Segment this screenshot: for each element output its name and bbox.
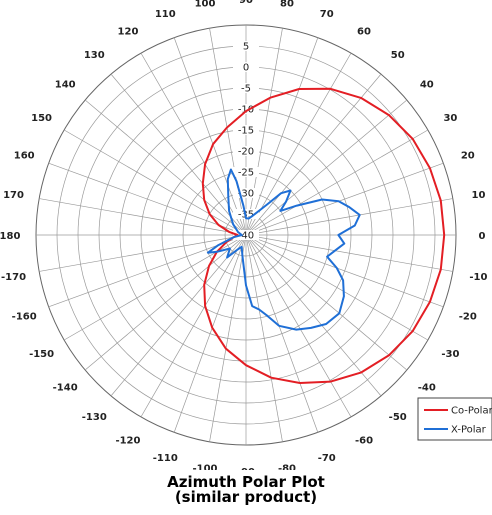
grid-spoke xyxy=(245,234,408,371)
grid-spoke xyxy=(209,234,247,442)
angle-tick-label: -60 xyxy=(355,435,373,446)
angle-tick-label: -90 xyxy=(237,467,255,470)
angle-tick-label: -150 xyxy=(29,349,54,360)
grid-spoke xyxy=(245,129,429,236)
caption-subtitle: (similar product) xyxy=(174,488,318,506)
grid-spoke xyxy=(245,234,319,433)
angle-tick-label: 100 xyxy=(195,0,216,10)
series-co-polar-trace xyxy=(201,87,446,384)
radial-label-bg xyxy=(233,41,259,51)
angle-tick-label: -20 xyxy=(459,312,477,323)
grid-spoke xyxy=(63,129,247,236)
grid-spoke xyxy=(48,162,247,236)
radial-tick-label: -20 xyxy=(238,147,254,158)
grid-spoke xyxy=(173,37,247,236)
angle-tick-label: -30 xyxy=(441,349,459,360)
grid-spoke xyxy=(209,28,247,236)
grid-spoke xyxy=(245,37,319,236)
radial-tick-label: 0 xyxy=(243,63,249,74)
grid-spoke xyxy=(84,99,247,236)
angle-tick-label: 80 xyxy=(280,0,294,10)
grid-spoke xyxy=(39,234,247,272)
angle-tick-label: 60 xyxy=(357,27,371,38)
angle-tick-label: 130 xyxy=(84,50,105,61)
angle-tick-label: 180 xyxy=(0,231,20,242)
data-series xyxy=(201,87,446,384)
radial-label-bg xyxy=(233,125,259,135)
radial-label-bg xyxy=(233,230,259,240)
angle-tick-label: -80 xyxy=(278,463,296,470)
grid-spoke xyxy=(245,234,283,442)
angle-tick-label: 70 xyxy=(320,9,334,20)
radial-label-bg xyxy=(233,62,259,72)
grid-spoke xyxy=(39,198,247,236)
angle-tick-label: 90 xyxy=(239,0,253,6)
radial-label-bg xyxy=(233,146,259,156)
angle-tick-labels: 0102030405060708090100110120130140150160… xyxy=(0,0,488,470)
grid-spoke xyxy=(110,73,247,236)
legend-entry-label: X-Polar xyxy=(451,425,487,436)
radial-tick-label: -15 xyxy=(238,126,254,137)
grid-spoke xyxy=(245,52,352,236)
angle-tick-label: 170 xyxy=(3,190,24,201)
grid-spoke xyxy=(245,198,453,236)
legend: Co-Polar X-Polar xyxy=(417,397,492,441)
angle-tick-label: 30 xyxy=(443,113,457,124)
grid-spoke xyxy=(110,234,247,397)
angle-tick-label: 40 xyxy=(420,79,434,90)
grid-spoke xyxy=(84,234,247,371)
radial-tick-label: -30 xyxy=(238,189,254,200)
grid-spoke xyxy=(173,234,247,433)
angle-tick-label: -50 xyxy=(389,412,407,423)
caption-title: Azimuth Polar Plot xyxy=(167,473,325,491)
angle-tick-label: 120 xyxy=(118,27,139,38)
angle-tick-label: 160 xyxy=(14,150,35,161)
grid-spoke xyxy=(245,99,408,236)
grid-spoke xyxy=(245,234,444,308)
angle-tick-label: -160 xyxy=(12,312,37,323)
grid-spoke xyxy=(245,234,382,397)
angle-tick-label: 110 xyxy=(155,9,176,20)
radial-tick-label: -25 xyxy=(238,168,254,179)
angle-tick-label: 20 xyxy=(461,150,475,161)
angle-tick-label: -10 xyxy=(469,272,487,283)
grid-spoke xyxy=(140,234,247,418)
grid-spoke xyxy=(245,234,352,418)
grid-spoke xyxy=(245,234,453,272)
grid-spoke xyxy=(245,162,444,236)
angle-tick-label: 50 xyxy=(391,50,405,61)
grid-spoke xyxy=(48,234,247,308)
legend-entry-label: Co-Polar xyxy=(451,406,492,417)
angle-tick-label: -130 xyxy=(82,412,107,423)
radial-tick-label: -5 xyxy=(241,84,251,95)
azimuth-polar-plot: 50-5-10-15-20-25-30-35-40 01020304050607… xyxy=(0,0,492,470)
radial-label-bg xyxy=(233,83,259,93)
radial-tick-label: 5 xyxy=(243,42,249,53)
angle-tick-label: 10 xyxy=(471,190,485,201)
radial-label-bg xyxy=(233,188,259,198)
grid-spoke xyxy=(245,234,429,341)
legend-box xyxy=(417,397,492,441)
angle-tick-label: -170 xyxy=(1,272,26,283)
radial-label-bg xyxy=(233,167,259,177)
angle-tick-label: 0 xyxy=(479,231,486,242)
angle-tick-label: -120 xyxy=(115,435,140,446)
angle-tick-label: -70 xyxy=(318,453,336,464)
angle-tick-label: -40 xyxy=(418,383,436,394)
angle-tick-label: -140 xyxy=(53,383,78,394)
angle-tick-label: 140 xyxy=(55,79,76,90)
series-x-polar-trace xyxy=(206,168,361,331)
radial-tick-label: -40 xyxy=(238,231,254,242)
grid-spoke xyxy=(245,73,382,236)
radial-label-bg xyxy=(233,104,259,114)
angle-tick-label: 150 xyxy=(31,113,52,124)
grid-spoke xyxy=(245,28,283,236)
angle-tick-label: -100 xyxy=(192,463,217,470)
angle-tick-label: -110 xyxy=(153,453,178,464)
